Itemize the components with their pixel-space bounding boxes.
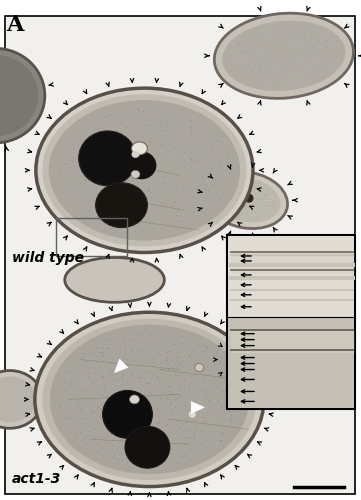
Ellipse shape: [131, 151, 139, 158]
Ellipse shape: [126, 152, 156, 180]
Ellipse shape: [195, 364, 204, 372]
Text: A: A: [6, 14, 23, 36]
Ellipse shape: [131, 170, 140, 178]
Ellipse shape: [0, 376, 36, 422]
Bar: [228, 318, 354, 408]
Ellipse shape: [79, 131, 136, 186]
Polygon shape: [114, 359, 128, 372]
Bar: [227, 235, 355, 410]
Ellipse shape: [244, 194, 253, 202]
Ellipse shape: [189, 411, 196, 418]
Ellipse shape: [0, 370, 42, 428]
Ellipse shape: [35, 312, 264, 486]
Ellipse shape: [0, 55, 38, 136]
Ellipse shape: [214, 13, 353, 98]
Ellipse shape: [42, 94, 247, 246]
Ellipse shape: [222, 20, 345, 91]
Polygon shape: [191, 402, 204, 413]
Text: wild type: wild type: [12, 251, 84, 265]
Text: act1-3: act1-3: [12, 472, 61, 486]
Ellipse shape: [49, 100, 240, 240]
Ellipse shape: [0, 48, 45, 143]
Ellipse shape: [213, 178, 280, 222]
Ellipse shape: [130, 395, 139, 404]
Ellipse shape: [103, 390, 152, 438]
Ellipse shape: [226, 346, 262, 374]
Ellipse shape: [220, 340, 268, 378]
Ellipse shape: [96, 183, 147, 228]
Ellipse shape: [42, 318, 256, 480]
Ellipse shape: [36, 88, 253, 252]
Ellipse shape: [50, 324, 249, 474]
Bar: [228, 236, 354, 318]
Ellipse shape: [206, 172, 287, 229]
Ellipse shape: [65, 258, 164, 302]
Bar: [56, 218, 127, 256]
Ellipse shape: [131, 142, 147, 155]
Ellipse shape: [125, 426, 170, 468]
